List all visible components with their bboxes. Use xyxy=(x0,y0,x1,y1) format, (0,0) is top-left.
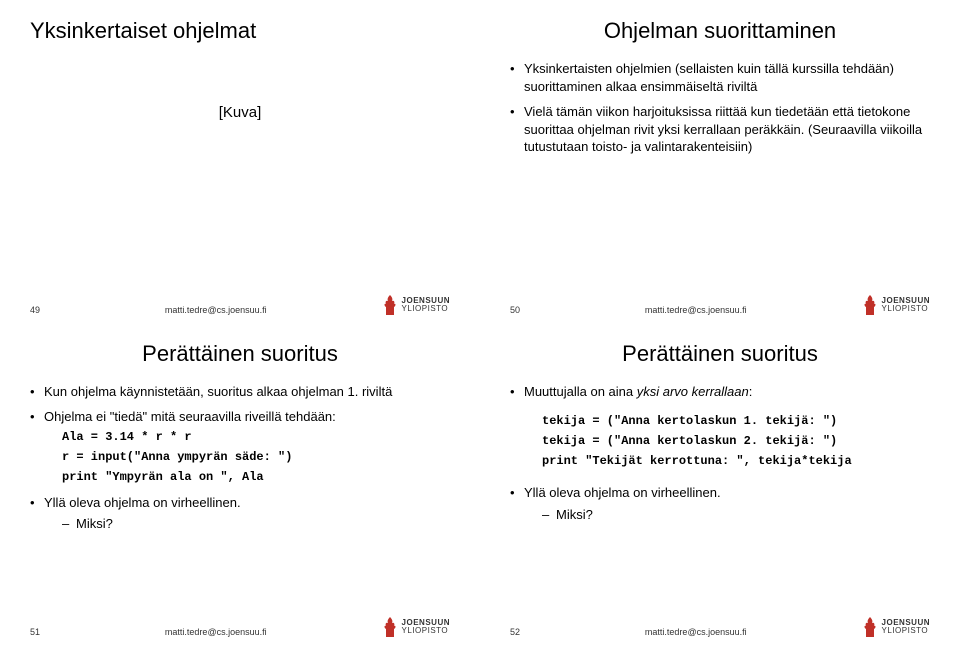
torch-icon xyxy=(862,617,878,637)
footer-email: matti.tedre@cs.joensuu.fi xyxy=(50,627,382,637)
code-line: tekija = ("Anna kertolaskun 1. tekijä: "… xyxy=(524,412,930,430)
bullet-item: Yllä oleva ohjelma on virheellinen. Miks… xyxy=(30,494,450,533)
university-logo: JOENSUUN YLIOPISTO xyxy=(862,617,930,637)
slide-49: Yksinkertaiset ohjelmat [Kuva] 49 matti.… xyxy=(0,0,480,323)
slide-title: Perättäinen suoritus xyxy=(510,341,930,367)
slide-51: Perättäinen suoritus Kun ohjelma käynnis… xyxy=(0,323,480,645)
slide-footer: 50 matti.tedre@cs.joensuu.fi JOENSUUN YL… xyxy=(480,295,960,315)
code-line: print "Tekijät kerrottuna: ", tekija*tek… xyxy=(524,452,930,470)
code-line: print "Ympyrän ala on ", Ala xyxy=(44,468,450,486)
bullet-item: Yksinkertaisten ohjelmien (sellaisten ku… xyxy=(510,60,930,95)
slide-title: Ohjelman suorittaminen xyxy=(510,18,930,44)
sub-bullet-item: Miksi? xyxy=(62,515,450,533)
torch-icon xyxy=(382,295,398,315)
slide-50: Ohjelman suorittaminen Yksinkertaisten o… xyxy=(480,0,960,323)
bullet-item: Kun ohjelma käynnistetään, suoritus alka… xyxy=(30,383,450,401)
logo-text: JOENSUUN YLIOPISTO xyxy=(882,619,930,635)
torch-icon xyxy=(382,617,398,637)
slide-52: Perättäinen suoritus Muuttujalla on aina… xyxy=(480,323,960,645)
slide-footer: 51 matti.tedre@cs.joensuu.fi JOENSUUN YL… xyxy=(0,617,480,637)
slide-footer: 49 matti.tedre@cs.joensuu.fi JOENSUUN YL… xyxy=(0,295,480,315)
page-number: 51 xyxy=(30,627,50,637)
torch-icon xyxy=(862,295,878,315)
code-line: Ala = 3.14 * r * r xyxy=(44,428,450,446)
code-line: r = input("Anna ympyrän säde: ") xyxy=(44,448,450,466)
bullet-item: Yllä oleva ohjelma on virheellinen. Miks… xyxy=(510,484,930,523)
bullet-item: Muuttujalla on aina yksi arvo kerrallaan… xyxy=(510,383,930,471)
page-number: 50 xyxy=(510,305,530,315)
footer-email: matti.tedre@cs.joensuu.fi xyxy=(530,305,862,315)
bullet-item: Vielä tämän viikon harjoituksissa riittä… xyxy=(510,103,930,156)
sub-bullet-item: Miksi? xyxy=(542,506,930,524)
slide-footer: 52 matti.tedre@cs.joensuu.fi JOENSUUN YL… xyxy=(480,617,960,637)
image-placeholder: [Kuva] xyxy=(30,104,450,121)
footer-email: matti.tedre@cs.joensuu.fi xyxy=(530,627,862,637)
logo-text: JOENSUUN YLIOPISTO xyxy=(882,297,930,313)
slide-title: Perättäinen suoritus xyxy=(30,341,450,367)
university-logo: JOENSUUN YLIOPISTO xyxy=(382,617,450,637)
university-logo: JOENSUUN YLIOPISTO xyxy=(382,295,450,315)
bullet-item: Ohjelma ei "tiedä" mitä seuraavilla rive… xyxy=(30,408,450,486)
slide-title: Yksinkertaiset ohjelmat xyxy=(30,18,450,44)
university-logo: JOENSUUN YLIOPISTO xyxy=(862,295,930,315)
page-number: 49 xyxy=(30,305,50,315)
logo-text: JOENSUUN YLIOPISTO xyxy=(402,297,450,313)
footer-email: matti.tedre@cs.joensuu.fi xyxy=(50,305,382,315)
page-number: 52 xyxy=(510,627,530,637)
code-line: tekija = ("Anna kertolaskun 2. tekijä: "… xyxy=(524,432,930,450)
logo-text: JOENSUUN YLIOPISTO xyxy=(402,619,450,635)
